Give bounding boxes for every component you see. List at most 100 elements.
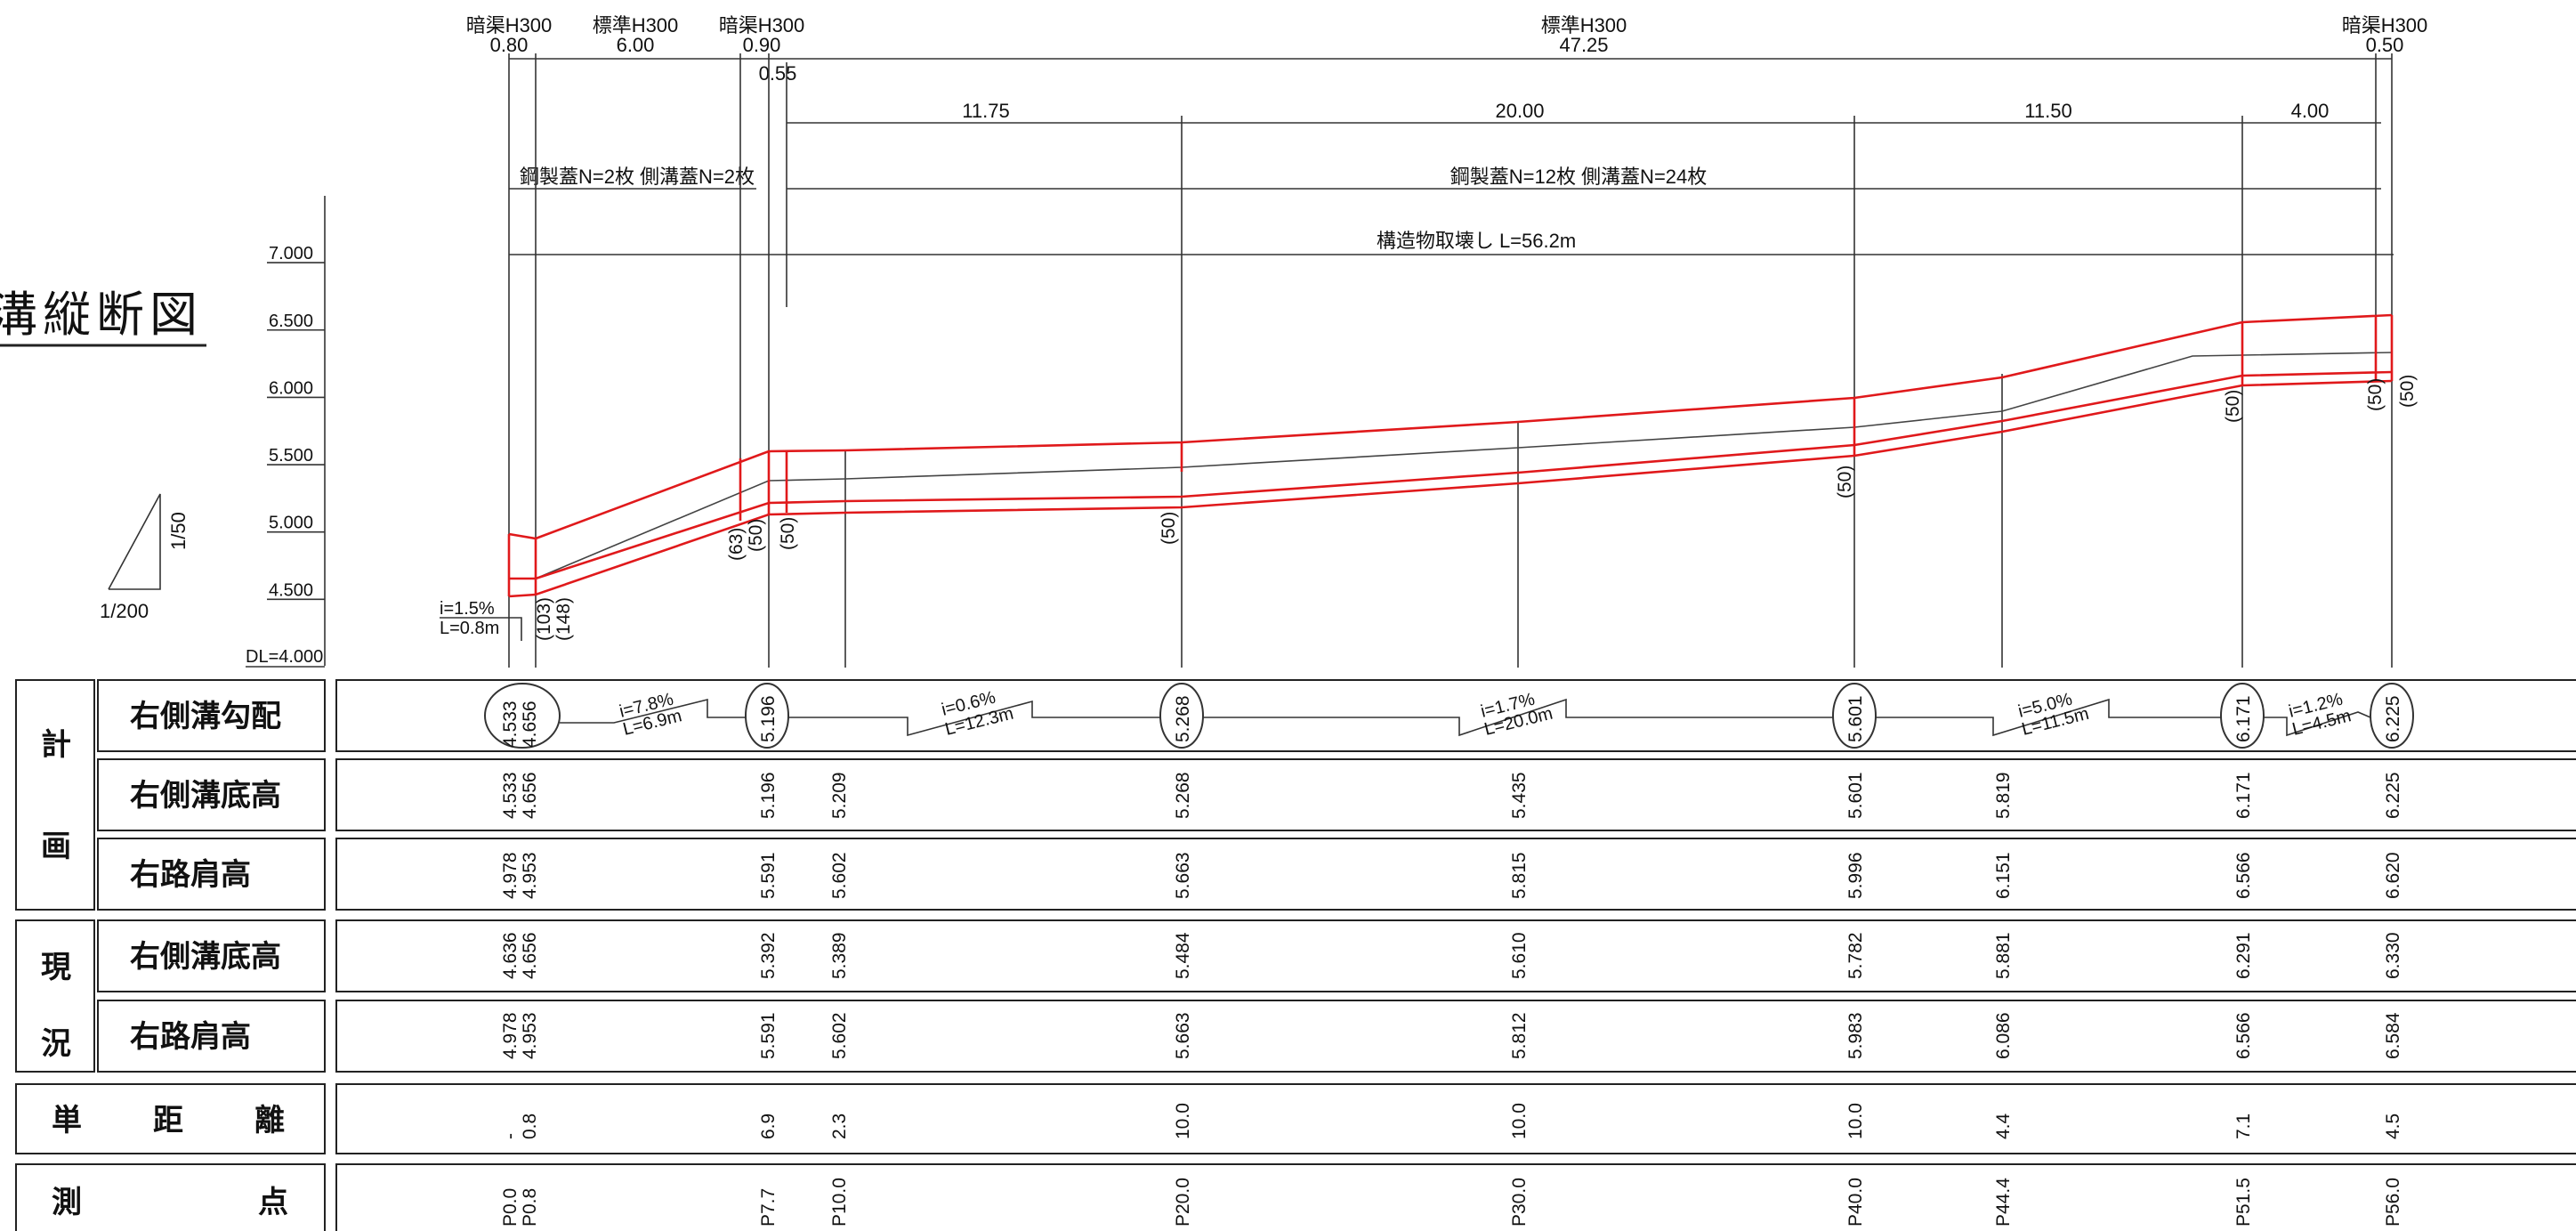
scale-horizontal: 1/200 xyxy=(100,600,149,622)
row-label-plan-shoulder: 右路肩高 xyxy=(130,857,251,892)
row-label-box-cur-shoulder xyxy=(97,1000,326,1073)
row-cur-bottom xyxy=(335,919,2576,992)
cur-bottom-value-9: 6.330 xyxy=(2383,932,2403,979)
cur-bottom-value-4: 5.484 xyxy=(1173,932,1193,979)
row-label-box-plan-shoulder xyxy=(97,838,326,911)
lid-note-left: 鋼製蓋N=2枚 側溝蓋N=2枚 xyxy=(520,166,755,188)
depth-note-7: (50) xyxy=(1835,466,1855,498)
distance-value-3: 2.3 xyxy=(829,1114,850,1139)
scale-vertical: 1/50 xyxy=(167,512,190,550)
depth-note-5: (50) xyxy=(778,517,798,550)
design-upper-bottom-line xyxy=(509,370,2393,580)
plan-bottom-value-2: 5.196 xyxy=(758,772,779,819)
row-label-station-char-1: 測 xyxy=(52,1186,82,1219)
distance-value-9: 4.5 xyxy=(2383,1114,2403,1139)
station-value-3: P10.0 xyxy=(829,1178,850,1227)
start-slope-L: L=0.8m xyxy=(440,619,499,638)
dimension-lines: 11.75 20.00 11.50 4.00 鋼製蓋N=2枚 側溝蓋N=2枚 鋼… xyxy=(509,58,2394,255)
row-label-box-cur-bottom xyxy=(97,919,326,992)
elevation-ticks: 7.000 6.500 6.000 5.500 5.000 4.500 xyxy=(267,244,325,600)
group-plan-box xyxy=(15,679,95,911)
station-value-6: P40.0 xyxy=(1845,1178,1866,1227)
structure-label-2-name: 標準H300 xyxy=(593,14,679,36)
dim-11-75: 11.75 xyxy=(962,100,1009,122)
cur-bottom-value-8: 6.291 xyxy=(2233,932,2254,979)
cur-bottom-value-7: 5.881 xyxy=(1993,932,2014,979)
row-label-station-char-2: 点 xyxy=(258,1186,288,1219)
plan-bottom-value-8: 6.171 xyxy=(2233,772,2254,819)
start-slope-mark xyxy=(440,617,522,641)
row-plan-bottom xyxy=(335,758,2576,831)
station-value-1: P0.8 xyxy=(520,1188,540,1227)
structure-labels: 暗渠H300 0.80 標準H300 6.00 暗渠H300 0.90 標準H3… xyxy=(466,14,2428,85)
cur-shoulder-value-2: 5.591 xyxy=(758,1012,779,1059)
slope-mark-2 xyxy=(788,700,1160,737)
distance-value-5: 10.0 xyxy=(1509,1103,1530,1139)
elevation-tick-label-5: 4.500 xyxy=(269,580,313,600)
cur-shoulder-value-6: 5.983 xyxy=(1845,1012,1866,1059)
plan-shoulder-value-8: 6.566 xyxy=(2233,852,2254,899)
elevation-tick-label-1: 6.500 xyxy=(269,312,313,331)
elevation-tick-label-0: 7.000 xyxy=(269,244,313,263)
profile-table: 計 画 現 況 右側溝勾配 右側溝底高 右路肩高 右側溝底高 右路肩高 単 距 … xyxy=(15,679,2576,1231)
depth-note-1: (103) xyxy=(534,597,554,641)
scale-triangle xyxy=(108,493,161,590)
gradient-value-1b: 4.656 xyxy=(520,701,540,748)
plan-shoulder-value-0: 4.978 xyxy=(500,852,521,899)
distance-value-0: - xyxy=(500,1133,521,1139)
gradient-value-5: 6.171 xyxy=(2233,695,2254,742)
cur-shoulder-value-9: 6.584 xyxy=(2383,1012,2403,1059)
plan-bottom-value-6: 5.601 xyxy=(1845,772,1866,819)
row-label-box-distance xyxy=(15,1083,326,1154)
elevation-tick-label-2: 6.000 xyxy=(269,378,313,398)
row-label-cur-shoulder: 右路肩高 xyxy=(130,1019,251,1054)
structure-label-4-length: 47.25 xyxy=(1559,34,1608,56)
plan-shoulder-value-1: 4.953 xyxy=(520,852,540,899)
cur-shoulder-value-5: 5.812 xyxy=(1509,1012,1530,1059)
plan-shoulder-value-7: 6.151 xyxy=(1993,852,2014,899)
depth-note-2: (148) xyxy=(553,597,574,641)
design-profile xyxy=(507,313,2394,598)
plan-shoulder-value-6: 5.996 xyxy=(1845,852,1866,899)
slope-mark-1 xyxy=(560,698,746,724)
depth-note-9: (50) xyxy=(2365,378,2386,411)
structure-label-5-length: 0.50 xyxy=(2366,34,2404,56)
removal-note: 構造物取壊し L=56.2m xyxy=(1377,230,1576,252)
slope-mark-3 xyxy=(1203,698,1833,737)
distance-value-6: 10.0 xyxy=(1845,1103,1866,1139)
row-cur-shoulder xyxy=(335,1000,2576,1073)
plan-shoulder-value-2: 5.591 xyxy=(758,852,779,899)
elevation-tick-label-4: 5.000 xyxy=(269,514,313,533)
row-label-gradient: 右側溝勾配 xyxy=(130,700,281,733)
plan-bottom-value-3: 5.209 xyxy=(829,772,850,819)
row-plan-shoulder xyxy=(335,838,2576,911)
row-label-box-gradient xyxy=(97,679,326,752)
dim-20-00: 20.00 xyxy=(1495,100,1544,122)
plan-shoulder-value-9: 6.620 xyxy=(2383,852,2403,899)
gradient-value-3: 5.268 xyxy=(1173,695,1193,742)
distance-value-4: 10.0 xyxy=(1173,1103,1193,1139)
structure-label-4-name: 標準H300 xyxy=(1541,14,1627,36)
cur-bottom-value-0: 4.636 xyxy=(500,932,521,979)
dim-11-50: 11.50 xyxy=(2024,100,2071,122)
existing-bottom-line xyxy=(535,352,2393,579)
depth-note-10: (50) xyxy=(2397,375,2418,408)
group-current-box xyxy=(15,919,95,1073)
depth-note-4: (50) xyxy=(746,519,766,552)
plan-bottom-value-9: 6.225 xyxy=(2383,772,2403,819)
drawing-title: 溝縦断図 xyxy=(0,288,203,342)
row-gradient xyxy=(335,679,2576,752)
cur-shoulder-value-0: 4.978 xyxy=(500,1012,521,1059)
slope-mark-4 xyxy=(1876,698,2221,737)
gradient-ellipse-3 xyxy=(1159,683,1204,749)
plan-shoulder-value-4: 5.663 xyxy=(1173,852,1193,899)
structure-label-3-name: 暗渠H300 xyxy=(719,14,805,36)
gradient-ellipse-2 xyxy=(745,683,789,749)
gradient-ellipse-4 xyxy=(1832,683,1877,749)
group-current-char-1: 現 xyxy=(41,951,71,984)
cur-bottom-value-2: 5.392 xyxy=(758,932,779,979)
station-value-9: P56.0 xyxy=(2383,1178,2403,1227)
plan-bottom-value-1: 4.656 xyxy=(520,772,540,819)
lid-note-right: 鋼製蓋N=12枚 側溝蓋N=24枚 xyxy=(1450,166,1708,188)
